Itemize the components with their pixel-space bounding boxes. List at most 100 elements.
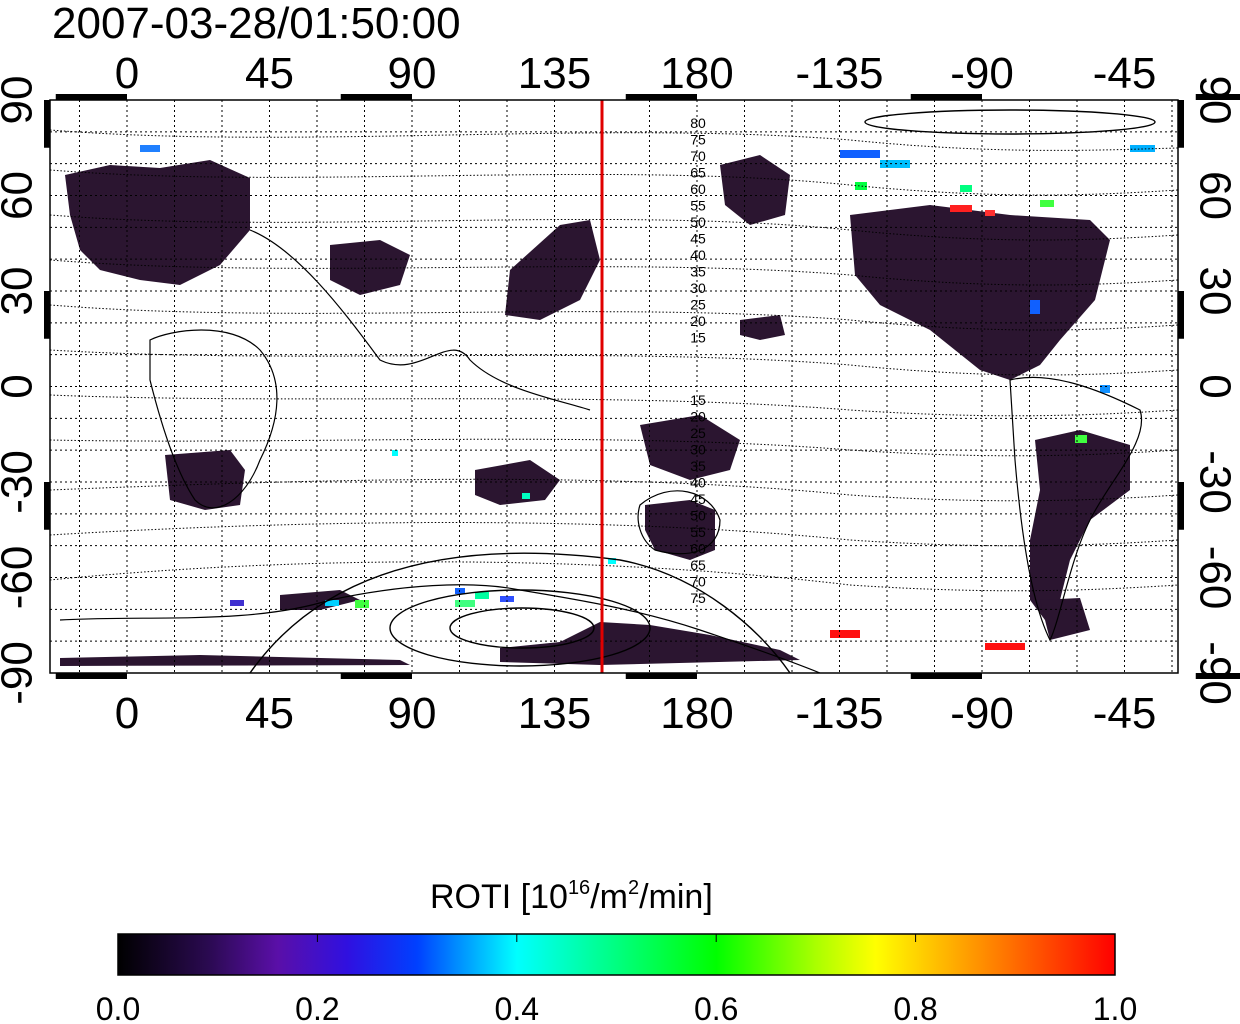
lat-tick-label-right: -90 [1190, 641, 1239, 705]
contour-label: 35 [690, 264, 706, 280]
patch [608, 558, 616, 564]
lat-tick-label-right: 60 [1190, 171, 1239, 220]
lon-tick-label-bottom: 135 [518, 689, 591, 738]
africa-coverage [165, 450, 245, 510]
contour-line [50, 214, 1178, 241]
contour-label: 25 [690, 425, 706, 441]
contour-label: 40 [690, 475, 706, 491]
lon-tick-label-top: 90 [388, 49, 437, 98]
contour-label: 55 [690, 198, 706, 214]
lon-tick-label-top: 135 [518, 49, 591, 98]
lon-tick-label-bottom: 0 [115, 689, 139, 738]
lon-tick-label-top: 45 [245, 49, 294, 98]
colorbar-title-main: ROTI [10 [430, 878, 568, 916]
lat-tick-label-left: 30 [0, 267, 42, 316]
contour-line [50, 394, 1178, 417]
lon-tick-label-top: 0 [115, 49, 139, 98]
europe-coverage [65, 160, 250, 285]
edge-bar [340, 673, 412, 679]
patch [522, 493, 530, 499]
lon-tick-label-bottom: 180 [660, 689, 733, 738]
colorbar-title-end: /min] [639, 878, 713, 916]
lat-tick-label-right: -60 [1190, 546, 1239, 610]
contour-label: 50 [690, 508, 706, 524]
lon-tick-label-top: -135 [795, 49, 883, 98]
colorbar-title-unit-m: /m [590, 878, 628, 916]
timestamp-title: 2007-03-28/01:50:00 [52, 0, 461, 48]
antarctica-west-coverage [60, 655, 410, 666]
south-america-coverage [1030, 430, 1130, 620]
patch [855, 182, 867, 190]
contour-label: 80 [690, 115, 706, 131]
patch [1100, 385, 1110, 393]
magnetic-latitude-contours [50, 129, 1178, 592]
contour-label: 15 [690, 330, 706, 346]
patch [230, 600, 244, 606]
colorbar-tick-label: 0.0 [96, 991, 140, 1024]
edge-bar [910, 673, 982, 679]
edge-bar [1178, 482, 1184, 530]
contour-label: 75 [690, 590, 706, 606]
colorbar-tick-label: 0.6 [694, 991, 738, 1024]
lat-tick-label-left: -30 [0, 450, 42, 514]
contour-line [50, 561, 1178, 592]
contour-label: 20 [690, 313, 706, 329]
patch [1075, 435, 1087, 443]
contour-label: 75 [690, 132, 706, 148]
asia-coast [249, 229, 591, 411]
lat-tick-label-right: 30 [1190, 267, 1239, 316]
edge-bar [1195, 94, 1240, 100]
patch [830, 630, 860, 638]
patch [985, 210, 995, 216]
lon-tick-label-top: -90 [950, 49, 1014, 98]
patch [960, 185, 972, 192]
contour-label: 30 [690, 442, 706, 458]
antarctica-coast [59, 584, 821, 673]
lon-tick-label-bottom: -135 [795, 689, 883, 738]
latitude-ticks-left: 90 60 30 0 -30 -60 -90 [0, 76, 42, 705]
lat-tick-label-left: 60 [0, 171, 42, 220]
edge-bar [44, 482, 50, 530]
edge-bar [55, 673, 127, 679]
patch [985, 643, 1025, 650]
lat-tick-label-left: -90 [0, 641, 42, 705]
lat-tick-label-left: -60 [0, 546, 42, 610]
edge-bar [1195, 673, 1240, 679]
lat-tick-label-right: 0 [1190, 374, 1239, 398]
patch [475, 592, 489, 599]
colorbar-title-exponent-2: 2 [628, 877, 639, 899]
contour-label: 45 [690, 231, 706, 247]
patch [1030, 300, 1040, 314]
colorbar-tick-label: 0.4 [495, 991, 539, 1024]
south-am-tail-coverage [1040, 598, 1090, 640]
edge-bar [55, 94, 127, 100]
asia-coverage [330, 240, 410, 295]
colorbar-title: ROTI [1016/m2/min] [430, 877, 713, 916]
contour-label: 30 [690, 280, 706, 296]
contour-label: 40 [690, 247, 706, 263]
patch [355, 600, 369, 608]
lon-tick-label-bottom: -45 [1093, 689, 1157, 738]
latitude-ticks-right: 90 60 30 0 -30 -60 -90 [1190, 76, 1239, 705]
lon-tick-label-bottom: 90 [388, 689, 437, 738]
antarctica-coverage [500, 622, 800, 665]
patch [140, 145, 160, 152]
east-asia-coverage [505, 220, 600, 320]
colorbar-ticks: 0.0 0.2 0.4 0.6 0.8 1.0 [96, 934, 1137, 1024]
indonesia-coverage [475, 460, 560, 505]
contour-label: 45 [690, 491, 706, 507]
longitude-ticks-bottom: 0 45 90 135 180 -135 -90 -45 [115, 689, 1157, 738]
contour-line [50, 478, 1178, 502]
edge-bar [1178, 100, 1184, 148]
contour-label: 25 [690, 297, 706, 313]
longitude-ticks-top: 0 45 90 135 180 -135 -90 -45 [115, 49, 1157, 98]
lat-tick-label-left: 0 [0, 374, 42, 398]
lon-tick-label-bottom: -90 [950, 689, 1014, 738]
contour-label: 55 [690, 524, 706, 540]
lat-tick-label-right: -30 [1190, 450, 1239, 514]
japan-coverage [720, 155, 790, 225]
south-america-coast [1009, 376, 1143, 642]
patch [950, 205, 972, 212]
patch [840, 150, 880, 158]
